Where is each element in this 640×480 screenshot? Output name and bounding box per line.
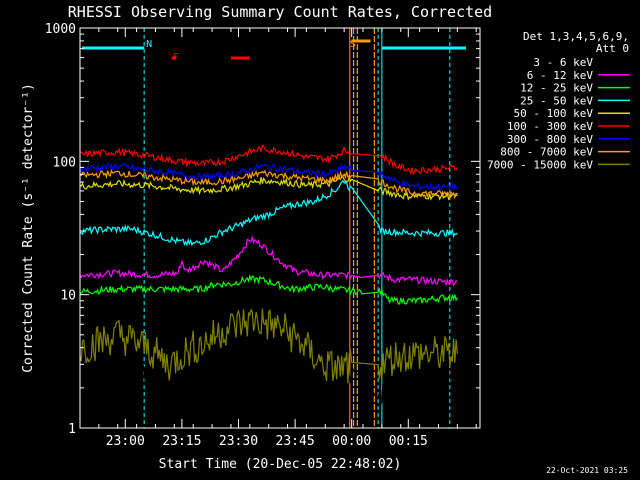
- plot-frame: [79, 27, 481, 429]
- legend-label: 12 - 25 keV: [520, 82, 593, 95]
- legend-header-line-2: Att 0: [596, 42, 629, 55]
- series-line: [79, 274, 458, 305]
- chart-title: RHESSI Observing Summary Count Rates, Co…: [68, 3, 492, 21]
- annotation-label-n: N: [146, 39, 152, 50]
- series-line: [79, 235, 458, 287]
- x-axis-label: Start Time (20-Dec-05 22:48:02): [159, 457, 402, 472]
- series-line: [79, 308, 458, 384]
- annotation-label-f: F: [173, 52, 179, 63]
- x-tick-label: 00:15: [389, 434, 428, 449]
- series-line: [79, 168, 458, 199]
- x-tick-label: 23:00: [106, 434, 145, 449]
- series-line: [79, 237, 474, 406]
- legend-label: 7000 - 15000 keV: [487, 158, 593, 171]
- x-tick-label: 23:45: [276, 434, 315, 449]
- x-tick-label: 23:30: [219, 434, 258, 449]
- annotation-label-s: S: [350, 39, 356, 50]
- legend-label: 300 - 800 keV: [507, 133, 593, 146]
- legend-label: 25 - 50 keV: [520, 94, 593, 107]
- y-axis-label: Corrected Count Rate (s⁻¹ detector⁻¹): [21, 83, 36, 373]
- series-line: [79, 144, 458, 176]
- legend-label: 6 - 12 keV: [527, 69, 594, 82]
- y-tick-label: 100: [53, 155, 76, 170]
- footer-timestamp: 22-Oct-2021 03:25: [546, 466, 628, 475]
- series-line: [79, 179, 458, 247]
- series-line: [79, 175, 458, 201]
- x-tick-label: 00:00: [332, 434, 371, 449]
- x-tick-label: 23:15: [162, 434, 201, 449]
- series-line: [79, 162, 458, 191]
- plot-area: N F S 1 10 100 1000 23:00 23:15 23:30 23:45 00:00 00…: [45, 22, 481, 449]
- legend-label: 3 - 6 keV: [533, 56, 593, 69]
- y-tick-label: 1: [68, 422, 76, 437]
- legend-label: 100 - 300 keV: [507, 120, 593, 133]
- legend-header-line-1: Det 1,3,4,5,6,9,: [523, 30, 629, 43]
- legend-label: 800 - 7000 keV: [500, 146, 593, 159]
- y-tick-label: 1000: [45, 22, 76, 37]
- legend-label: 50 - 100 keV: [514, 107, 594, 120]
- y-tick-label: 10: [60, 289, 76, 304]
